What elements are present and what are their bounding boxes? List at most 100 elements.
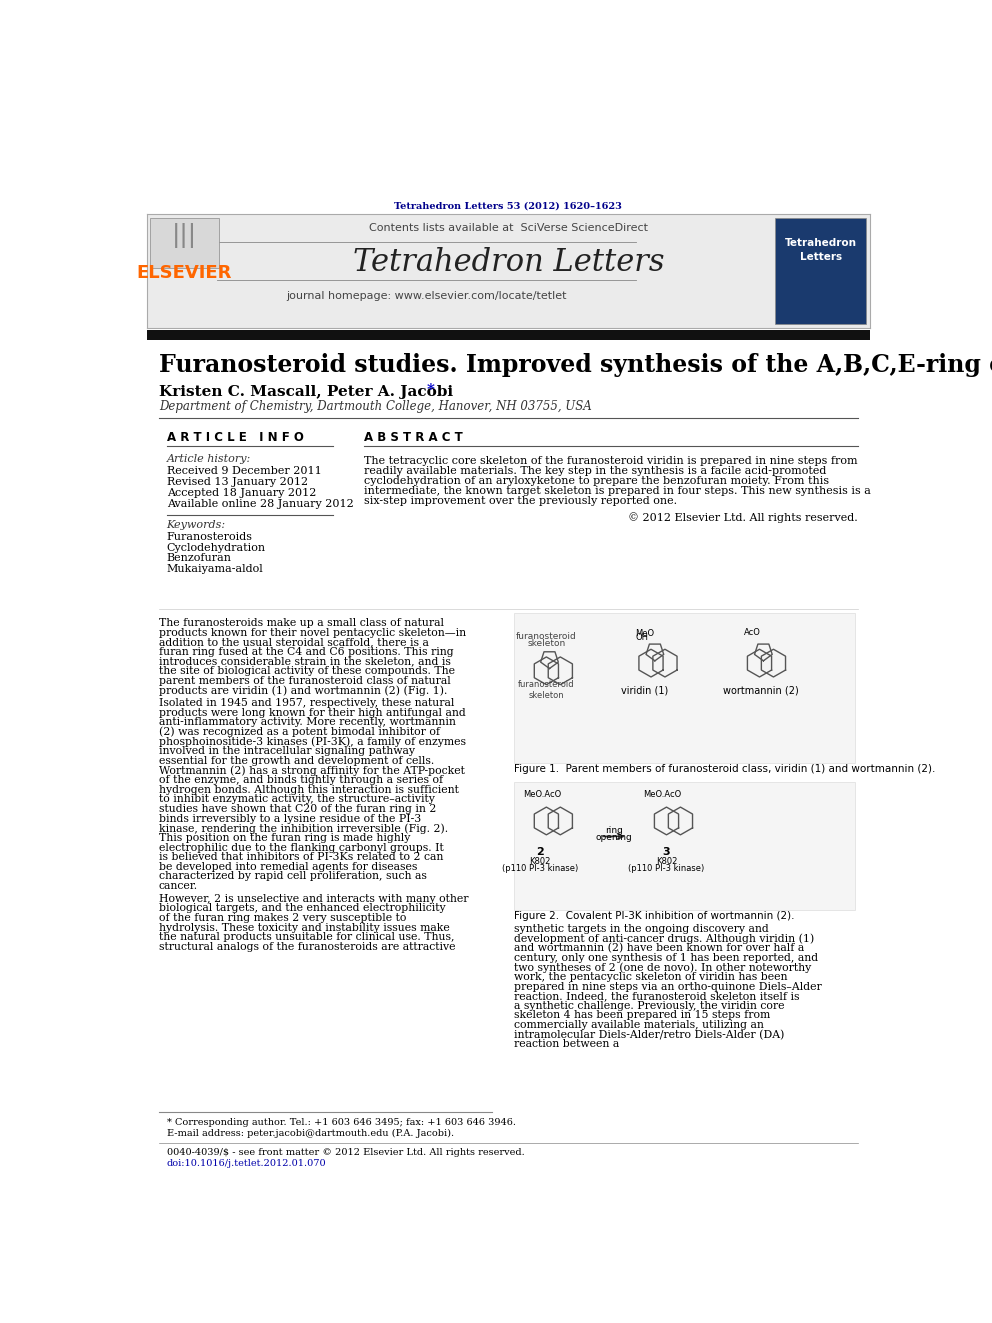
Text: K802: K802 — [530, 856, 551, 865]
Text: Department of Chemistry, Dartmouth College, Hanover, NH 03755, USA: Department of Chemistry, Dartmouth Colle… — [159, 400, 591, 413]
Text: work, the pentacyclic skeleton of viridin has been: work, the pentacyclic skeleton of viridi… — [514, 972, 788, 982]
Text: furanosteroid
skeleton: furanosteroid skeleton — [518, 680, 574, 700]
Text: 3: 3 — [663, 847, 671, 857]
Text: the site of biological activity of these compounds. The: the site of biological activity of these… — [159, 667, 455, 676]
Text: development of anti-cancer drugs. Although viridin (1): development of anti-cancer drugs. Althou… — [514, 933, 814, 943]
Text: ring: ring — [605, 826, 623, 835]
Text: readily available materials. The key step in the synthesis is a facile acid-prom: readily available materials. The key ste… — [364, 467, 826, 476]
Text: K802: K802 — [656, 856, 678, 865]
Text: Furanosteroid studies. Improved synthesis of the A,B,C,E-ring core of viridin: Furanosteroid studies. Improved synthesi… — [159, 353, 992, 377]
Text: and wortmannin (2) have been known for over half a: and wortmannin (2) have been known for o… — [514, 943, 805, 953]
Text: |||: ||| — [172, 224, 197, 249]
Text: of the furan ring makes 2 very susceptible to: of the furan ring makes 2 very susceptib… — [159, 913, 407, 923]
Text: Tetrahedron
Letters: Tetrahedron Letters — [785, 238, 857, 262]
Text: OH: OH — [636, 634, 649, 642]
Text: The tetracyclic core skeleton of the furanosteroid viridin is prepared in nine s: The tetracyclic core skeleton of the fur… — [364, 456, 858, 467]
Text: cancer.: cancer. — [159, 881, 198, 890]
Text: characterized by rapid cell proliferation, such as: characterized by rapid cell proliferatio… — [159, 872, 427, 881]
Bar — [514, 782, 855, 909]
Text: furan ring fused at the C4 and C6 positions. This ring: furan ring fused at the C4 and C6 positi… — [159, 647, 453, 658]
Text: involved in the intracellular signaling pathway: involved in the intracellular signaling … — [159, 746, 415, 757]
Text: Revised 13 January 2012: Revised 13 January 2012 — [167, 478, 308, 487]
Text: Tetrahedron Letters 53 (2012) 1620–1623: Tetrahedron Letters 53 (2012) 1620–1623 — [395, 202, 622, 210]
Text: (p110 PI-3 kinase): (p110 PI-3 kinase) — [502, 864, 578, 873]
Text: E-mail address: peter.jacobi@dartmouth.edu (P.A. Jacobi).: E-mail address: peter.jacobi@dartmouth.e… — [167, 1129, 453, 1138]
Text: A B S T R A C T: A B S T R A C T — [364, 431, 463, 445]
Text: doi:10.1016/j.tetlet.2012.01.070: doi:10.1016/j.tetlet.2012.01.070 — [167, 1159, 326, 1168]
Text: journal homepage: www.elsevier.com/locate/tetlet: journal homepage: www.elsevier.com/locat… — [286, 291, 566, 300]
Text: synthetic targets in the ongoing discovery and: synthetic targets in the ongoing discove… — [514, 923, 769, 934]
Text: products were long known for their high antifungal and: products were long known for their high … — [159, 708, 465, 718]
Text: hydrolysis. These toxicity and instability issues make: hydrolysis. These toxicity and instabili… — [159, 922, 449, 933]
Text: AcO: AcO — [744, 628, 761, 636]
Text: commercially available materials, utilizing an: commercially available materials, utiliz… — [514, 1020, 764, 1031]
Bar — [147, 329, 870, 340]
Text: (p110 PI-3 kinase): (p110 PI-3 kinase) — [628, 864, 704, 873]
Text: This position on the furan ring is made highly: This position on the furan ring is made … — [159, 833, 411, 843]
Text: (2) was recognized as a potent bimodal inhibitor of: (2) was recognized as a potent bimodal i… — [159, 726, 439, 737]
Text: 2: 2 — [537, 847, 544, 857]
Text: biological targets, and the enhanced electrophilicity: biological targets, and the enhanced ele… — [159, 904, 445, 913]
Text: Accepted 18 January 2012: Accepted 18 January 2012 — [167, 488, 316, 497]
Text: © 2012 Elsevier Ltd. All rights reserved.: © 2012 Elsevier Ltd. All rights reserved… — [628, 512, 858, 523]
Text: Figure 1.  Parent members of furanosteroid class, viridin (1) and wortmannin (2): Figure 1. Parent members of furanosteroi… — [514, 765, 935, 774]
Bar — [514, 613, 855, 763]
Text: * Corresponding author. Tel.: +1 603 646 3495; fax: +1 603 646 3946.: * Corresponding author. Tel.: +1 603 646… — [167, 1118, 516, 1127]
Bar — [150, 218, 219, 269]
Text: The furanosteroids make up a small class of natural: The furanosteroids make up a small class… — [159, 618, 443, 628]
Text: Keywords:: Keywords: — [167, 520, 226, 531]
Text: the natural products unsuitable for clinical use. Thus,: the natural products unsuitable for clin… — [159, 933, 454, 942]
Text: Available online 28 January 2012: Available online 28 January 2012 — [167, 499, 353, 509]
Text: a synthetic challenge. Previously, the viridin core: a synthetic challenge. Previously, the v… — [514, 1000, 785, 1011]
Text: opening: opening — [595, 833, 632, 843]
Text: However, 2 is unselective and interacts with many other: However, 2 is unselective and interacts … — [159, 894, 468, 904]
Text: MeO: MeO — [636, 630, 655, 639]
Text: binds irreversibly to a lysine residue of the PI-3: binds irreversibly to a lysine residue o… — [159, 814, 422, 824]
Text: studies have shown that C20 of the furan ring in 2: studies have shown that C20 of the furan… — [159, 804, 436, 814]
Text: skeleton 4 has been prepared in 15 steps from: skeleton 4 has been prepared in 15 steps… — [514, 1011, 770, 1020]
Text: structural analogs of the furanosteroids are attractive: structural analogs of the furanosteroids… — [159, 942, 455, 951]
Text: electrophilic due to the flanking carbonyl groups. It: electrophilic due to the flanking carbon… — [159, 843, 443, 852]
Text: furanosteroid: furanosteroid — [516, 631, 576, 640]
Text: Article history:: Article history: — [167, 454, 251, 464]
Text: A R T I C L E   I N F O: A R T I C L E I N F O — [167, 431, 304, 445]
Text: Contents lists available at  SciVerse ScienceDirect: Contents lists available at SciVerse Sci… — [369, 224, 648, 233]
Text: 0040-4039/$ - see front matter © 2012 Elsevier Ltd. All rights reserved.: 0040-4039/$ - see front matter © 2012 El… — [167, 1148, 525, 1158]
Text: introduces considerable strain in the skeleton, and is: introduces considerable strain in the sk… — [159, 656, 450, 667]
Text: anti-inflammatory activity. More recently, wortmannin: anti-inflammatory activity. More recentl… — [159, 717, 455, 728]
Text: hydrogen bonds. Although this interaction is sufficient: hydrogen bonds. Although this interactio… — [159, 785, 458, 795]
Text: Kristen C. Mascall, Peter A. Jacobi: Kristen C. Mascall, Peter A. Jacobi — [159, 385, 453, 400]
Text: prepared in nine steps via an ortho-quinone Diels–Alder: prepared in nine steps via an ortho-quin… — [514, 982, 821, 991]
Text: phosphoinositide-3 kinases (PI-3K), a family of enzymes: phosphoinositide-3 kinases (PI-3K), a fa… — [159, 737, 466, 747]
Text: skeleton: skeleton — [528, 639, 565, 648]
Text: wortmannin (2): wortmannin (2) — [723, 685, 799, 695]
Text: two syntheses of 2 (one de novo). In other noteworthy: two syntheses of 2 (one de novo). In oth… — [514, 962, 811, 972]
Text: Cyclodehydration: Cyclodehydration — [167, 542, 266, 553]
Text: is believed that inhibitors of PI-3Ks related to 2 can: is believed that inhibitors of PI-3Ks re… — [159, 852, 443, 863]
Text: parent members of the furanosteroid class of natural: parent members of the furanosteroid clas… — [159, 676, 450, 685]
Text: ELSEVIER: ELSEVIER — [137, 263, 232, 282]
Text: Furanosteroids: Furanosteroids — [167, 532, 253, 542]
Text: Tetrahedron Letters: Tetrahedron Letters — [352, 247, 665, 278]
Text: kinase, rendering the inhibition irreversible (Fig. 2).: kinase, rendering the inhibition irrever… — [159, 823, 448, 833]
Text: MeO.AcO: MeO.AcO — [523, 790, 561, 799]
Text: viridin (1): viridin (1) — [621, 685, 669, 695]
Text: reaction between a: reaction between a — [514, 1040, 619, 1049]
Text: Benzofuran: Benzofuran — [167, 553, 231, 564]
Text: cyclodehydration of an aryloxyketone to prepare the benzofuran moiety. From this: cyclodehydration of an aryloxyketone to … — [364, 476, 829, 487]
Text: to inhibit enzymatic activity, the structure–activity: to inhibit enzymatic activity, the struc… — [159, 794, 434, 804]
Bar — [775, 218, 866, 324]
Text: MeO.AcO: MeO.AcO — [643, 790, 682, 799]
Text: Isolated in 1945 and 1957, respectively, these natural: Isolated in 1945 and 1957, respectively,… — [159, 699, 454, 708]
Text: intermediate, the known target skeleton is prepared in four steps. This new synt: intermediate, the known target skeleton … — [364, 487, 871, 496]
Text: be developed into remedial agents for diseases: be developed into remedial agents for di… — [159, 861, 418, 872]
Text: products known for their novel pentacyclic skeleton—in: products known for their novel pentacycl… — [159, 627, 466, 638]
Text: Wortmannin (2) has a strong affinity for the ATP-pocket: Wortmannin (2) has a strong affinity for… — [159, 765, 464, 775]
Text: intramolecular Diels-Alder/retro Diels-Alder (DA): intramolecular Diels-Alder/retro Diels-A… — [514, 1029, 785, 1040]
Text: of the enzyme, and binds tightly through a series of: of the enzyme, and binds tightly through… — [159, 775, 443, 785]
Text: products are viridin (1) and wortmannin (2) (Fig. 1).: products are viridin (1) and wortmannin … — [159, 685, 447, 696]
Text: reaction. Indeed, the furanosteroid skeleton itself is: reaction. Indeed, the furanosteroid skel… — [514, 991, 800, 1002]
Text: Received 9 December 2011: Received 9 December 2011 — [167, 467, 321, 476]
Text: addition to the usual steroidal scaffold, there is a: addition to the usual steroidal scaffold… — [159, 638, 429, 647]
Text: Mukaiyama-aldol: Mukaiyama-aldol — [167, 564, 263, 574]
